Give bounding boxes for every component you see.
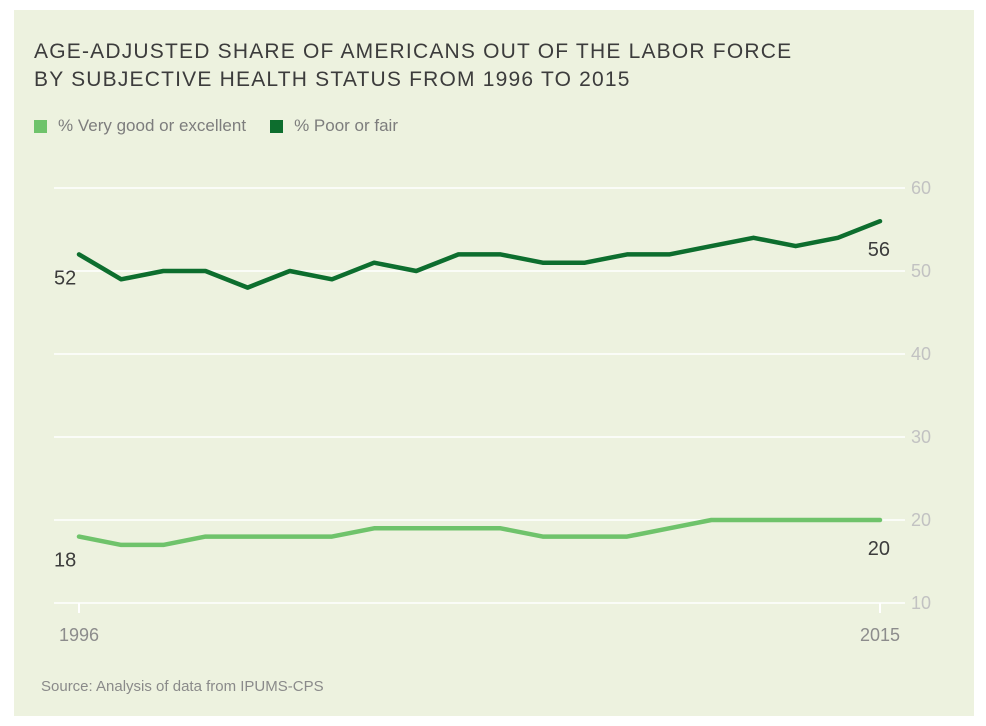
data-label-very-good-or-excellent-end: 20 bbox=[868, 538, 890, 560]
y-tick-label-60: 60 bbox=[911, 178, 931, 198]
legend-item-poor-or-fair: % Poor or fair bbox=[270, 116, 398, 136]
y-tick-label-40: 40 bbox=[911, 344, 931, 364]
y-tick-label-20: 20 bbox=[911, 510, 931, 530]
series-lines bbox=[76, 218, 883, 548]
chart-title: AGE-ADJUSTED SHARE OF AMERICANS OUT OF T… bbox=[34, 38, 954, 94]
legend-item-very-good-or-excellent: % Very good or excellent bbox=[34, 116, 246, 136]
data-label-poor-or-fair-end: 56 bbox=[868, 239, 890, 261]
legend-label-poor-or-fair: % Poor or fair bbox=[294, 116, 398, 135]
chart-panel: AGE-ADJUSTED SHARE OF AMERICANS OUT OF T… bbox=[14, 10, 974, 716]
data-label-poor-or-fair-start: 52 bbox=[54, 267, 76, 289]
x-tick-label-1996: 1996 bbox=[59, 625, 99, 645]
y-tick-label-50: 50 bbox=[911, 261, 931, 281]
series-line-poor-or-fair bbox=[76, 218, 883, 290]
line-chart: 60 50 40 30 20 10 1996 2015 18 20 52 56 bbox=[54, 178, 931, 645]
axis-ticks: 60 50 40 30 20 10 1996 2015 bbox=[59, 178, 931, 645]
series-line-very-good-or-excellent bbox=[76, 517, 883, 548]
legend-swatch-poor-or-fair bbox=[270, 119, 284, 133]
chart-legend: % Very good or excellent % Poor or fair bbox=[34, 114, 422, 138]
x-tick-label-2015: 2015 bbox=[860, 625, 900, 645]
y-tick-label-30: 30 bbox=[911, 427, 931, 447]
chart-title-line-2: BY SUBJECTIVE HEALTH STATUS FROM 1996 TO… bbox=[34, 68, 631, 91]
source-note: Source: Analysis of data from IPUMS-CPS bbox=[41, 678, 324, 695]
data-labels: 18 20 52 56 bbox=[54, 239, 890, 571]
data-label-very-good-or-excellent-start: 18 bbox=[54, 550, 76, 572]
chart-title-line-1: AGE-ADJUSTED SHARE OF AMERICANS OUT OF T… bbox=[34, 40, 793, 63]
legend-label-very-good-or-excellent: % Very good or excellent bbox=[58, 116, 247, 135]
y-tick-label-10: 10 bbox=[911, 593, 931, 613]
legend-swatch-very-good-or-excellent bbox=[34, 119, 47, 133]
